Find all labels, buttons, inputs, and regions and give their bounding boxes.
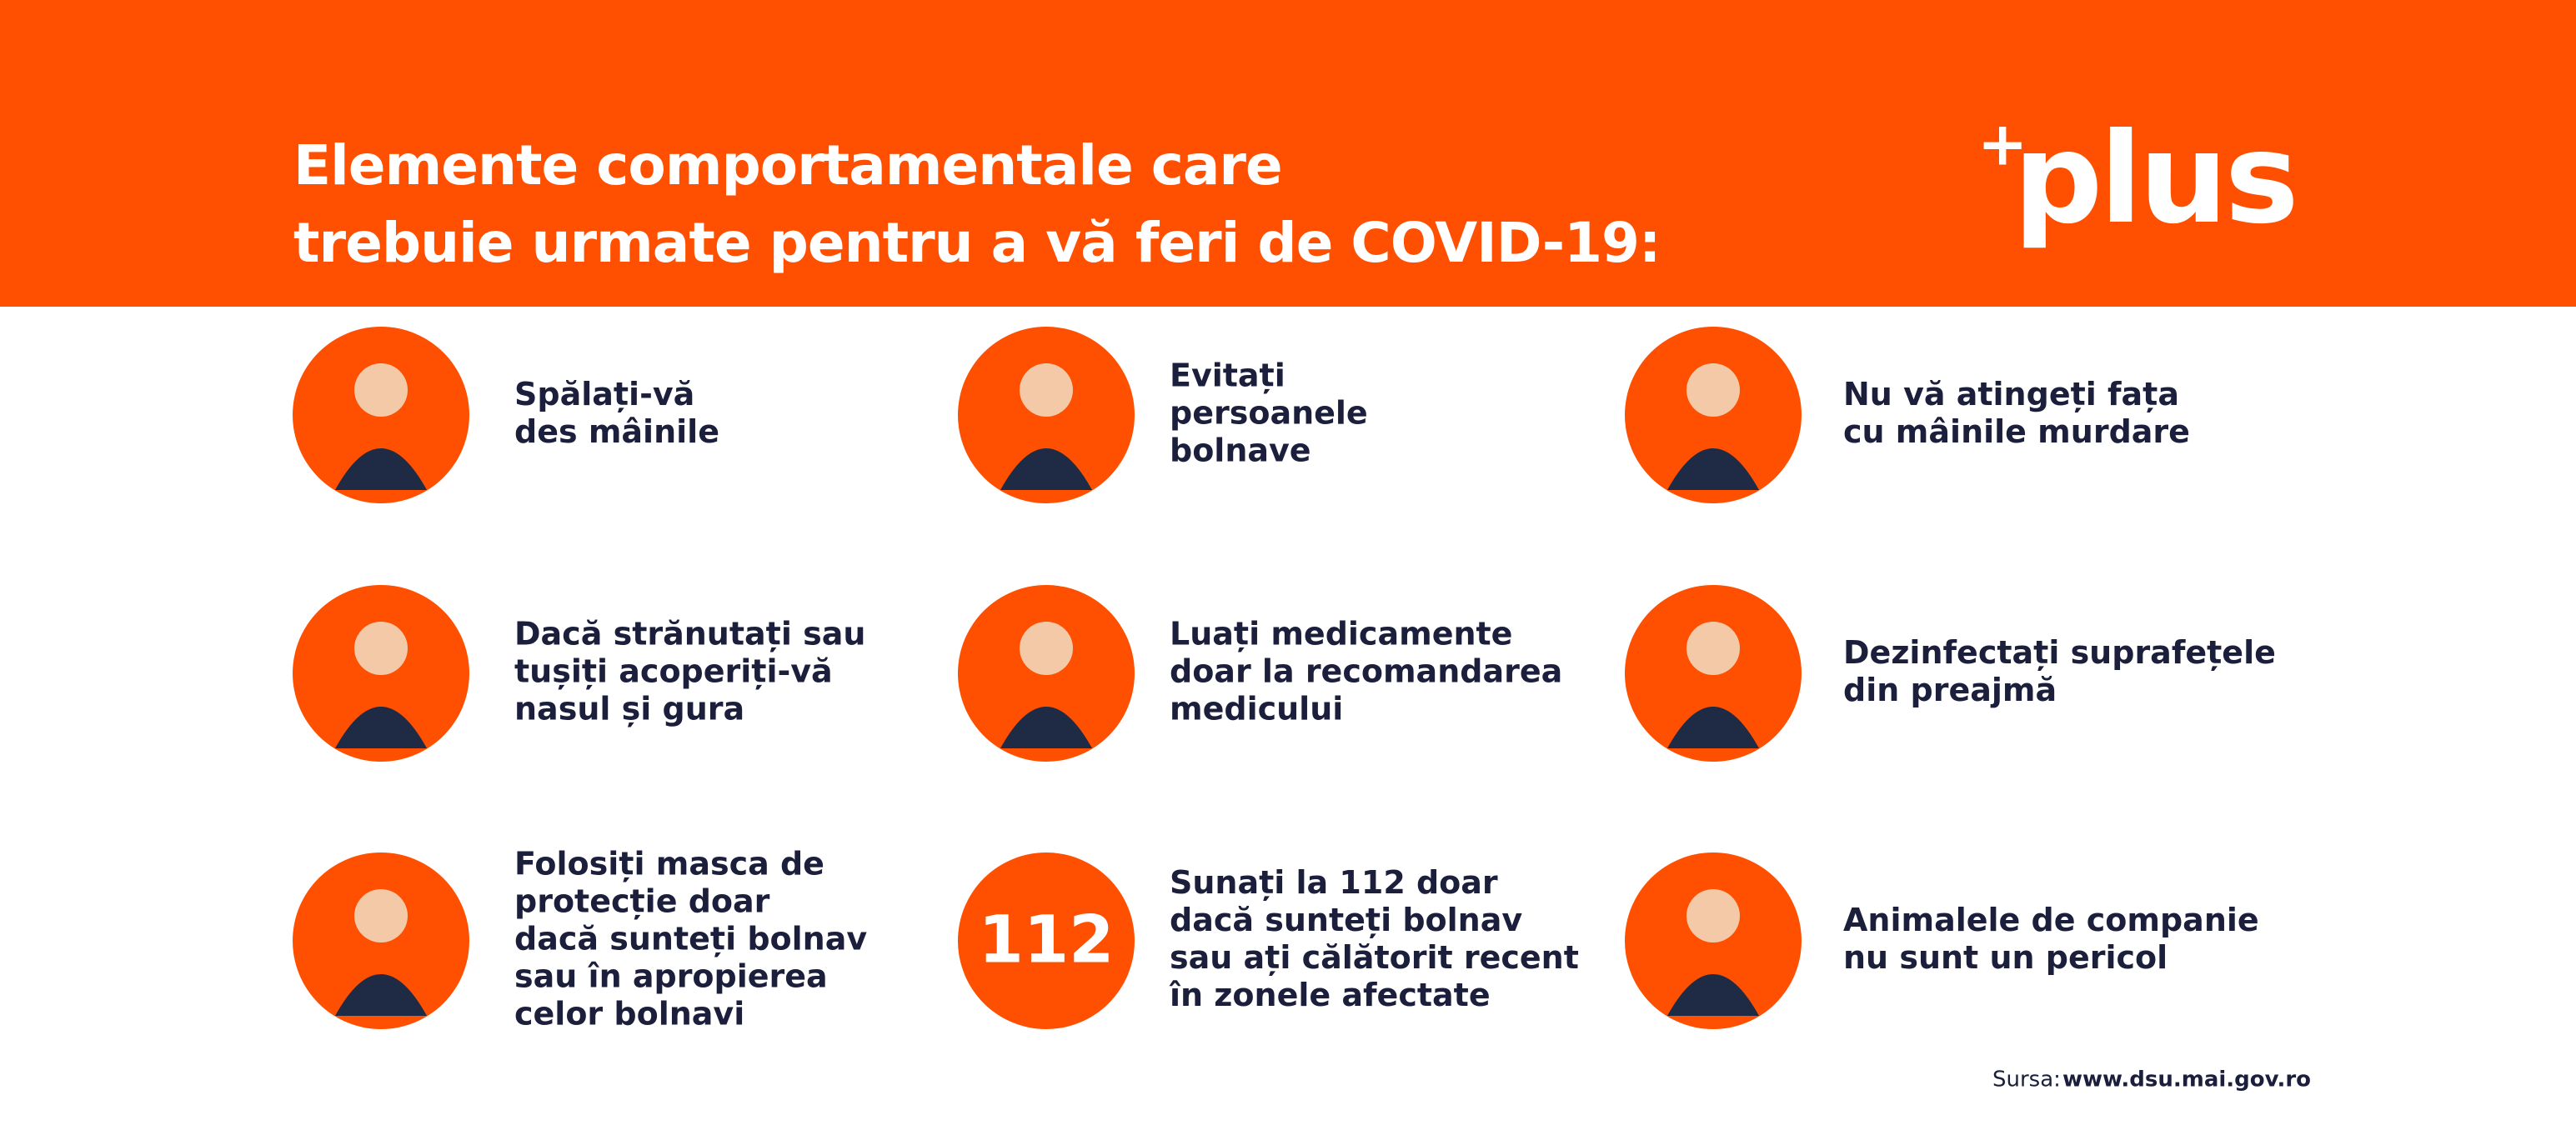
icon-body: [1000, 448, 1092, 490]
icon-body: [1667, 448, 1759, 490]
icon-body: [335, 707, 427, 748]
title-line: Elemente comportamentale care: [293, 133, 1282, 198]
item-text: sau ați călătorit recent: [1170, 939, 1579, 976]
item-text: doar la recomandarea: [1170, 653, 1562, 690]
item-text: sau în apropierea: [514, 958, 828, 995]
logo-plus: +: [1977, 109, 2027, 179]
source-label: Sursa:: [1992, 1068, 2061, 1092]
item-text: Folosiți masca de: [514, 846, 824, 882]
item-text: celor bolnavi: [514, 996, 744, 1032]
item-text: protecție doar: [514, 883, 770, 920]
item-text: Nu vă atingeți fața: [1843, 376, 2179, 412]
icon-body: [335, 974, 427, 1016]
item-text: nu sunt un pericol: [1843, 939, 2168, 976]
item-text: tușiți acoperiți-vă: [514, 653, 833, 690]
item-text: bolnave: [1170, 432, 1311, 469]
icon-body: [335, 448, 427, 490]
icon-body: [1667, 707, 1759, 748]
badge-number: 112: [979, 902, 1115, 978]
item-text: Dezinfectați suprafețele: [1843, 634, 2276, 671]
item-text: dacă sunteți bolnav: [514, 921, 867, 958]
item-text: des mâinile: [514, 413, 719, 450]
icon-circle: [958, 852, 1135, 1029]
icon-head: [1020, 622, 1073, 675]
item-text: Dacă strănutați sau: [514, 616, 865, 652]
item-text: medicului: [1170, 691, 1343, 728]
icon-head: [354, 889, 408, 942]
item-text: Sunați la 112 doar: [1170, 864, 1498, 901]
item-text: Spălați-vă: [514, 376, 694, 412]
logo-text: plus: [2013, 107, 2296, 252]
item-text: nasul și gura: [514, 691, 744, 728]
icon-head: [1020, 363, 1073, 417]
title-line: trebuie urmate pentru a vă feri de COVID…: [293, 211, 1660, 275]
icon-head: [354, 622, 408, 675]
item-text: Luați medicamente: [1170, 616, 1512, 652]
item-text: dacă sunteți bolnav: [1170, 902, 1522, 938]
item-text: din preajmă: [1843, 672, 2057, 708]
header-band: [0, 0, 2576, 307]
source-url: www.dsu.mai.gov.ro: [2062, 1068, 2311, 1092]
item-text: cu mâinile murdare: [1843, 413, 2190, 450]
icon-head: [1686, 363, 1740, 417]
item-text: Evitați: [1170, 358, 1285, 394]
item-text: Animalele de companie: [1843, 902, 2259, 938]
item-text: în zonele afectate: [1169, 977, 1491, 1013]
icon-head: [1686, 889, 1740, 942]
icon-body: [1667, 974, 1759, 1016]
icon-body: [1000, 707, 1092, 748]
icon-head: [354, 363, 408, 417]
item-text: persoanele: [1170, 395, 1368, 432]
icon-head: [1686, 622, 1740, 675]
